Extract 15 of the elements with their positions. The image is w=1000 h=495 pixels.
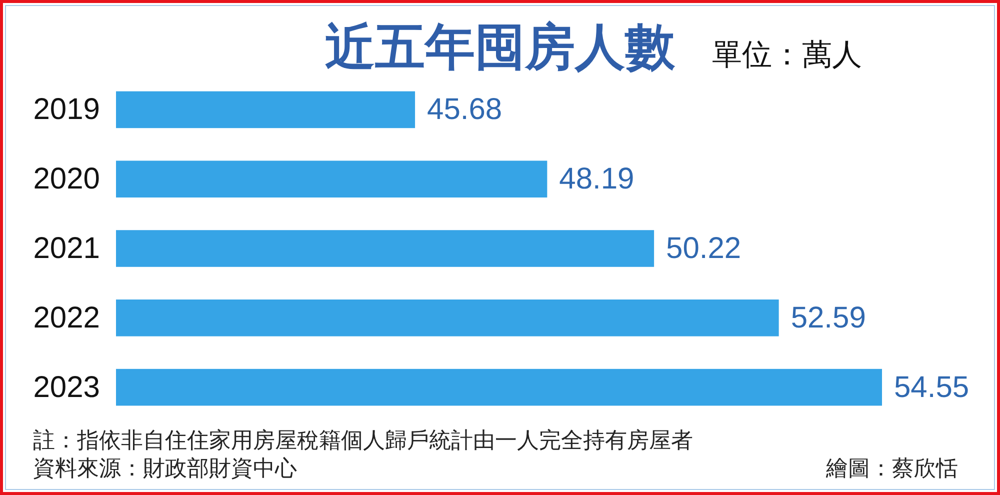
data-label: 52.59	[790, 301, 866, 334]
annotation: 繪圖：蔡欣恬	[826, 456, 958, 480]
data-label: 54.55	[894, 370, 970, 404]
data-label: 45.68	[427, 93, 502, 126]
data-label: 50.22	[666, 232, 742, 265]
title: 近五年囤房人數	[325, 19, 675, 75]
category-label: 2023	[33, 370, 100, 404]
category-label: 2020	[33, 162, 100, 196]
category-label: 2019	[33, 93, 100, 126]
annotation: 資料來源：財政部財資中心	[33, 456, 297, 480]
subtitle: 單位：萬人	[712, 38, 862, 72]
data-label: 48.19	[559, 162, 634, 196]
annotation: 註：指依非自住住家用房屋稅籍個人歸戶統計由一人完全持有房屋者	[33, 428, 693, 452]
category-label: 2022	[33, 301, 100, 334]
category-label: 2021	[33, 232, 100, 265]
